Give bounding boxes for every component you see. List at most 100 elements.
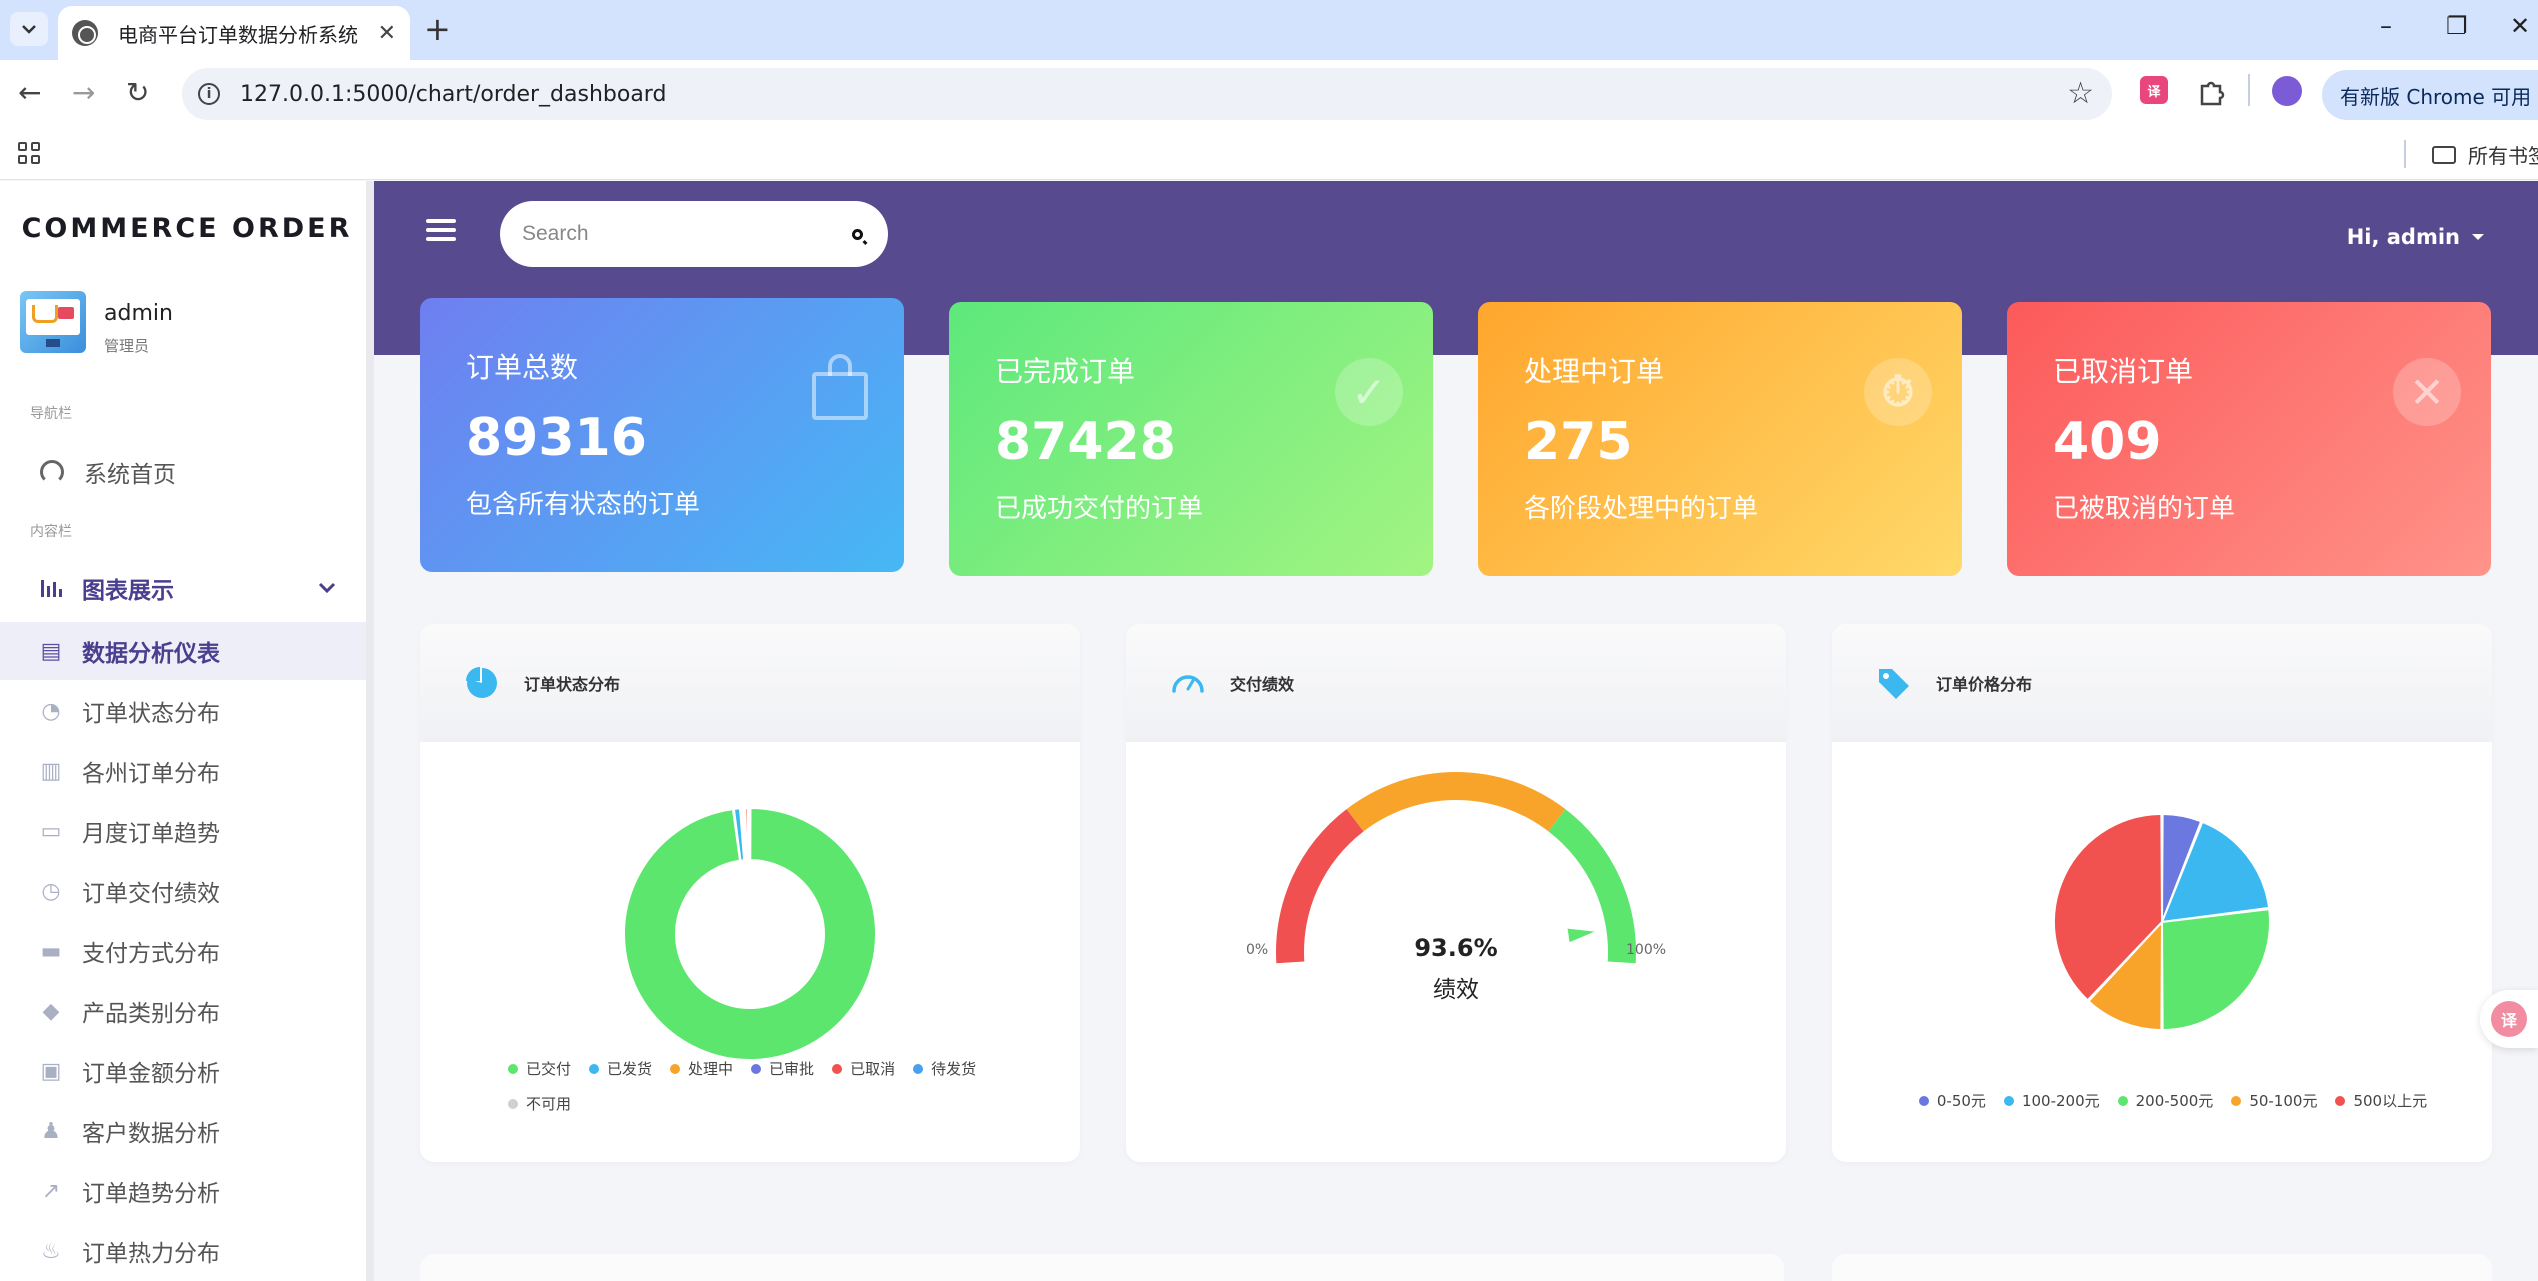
panel-title: 订单状态分布 <box>524 675 621 694</box>
legend-item[interactable]: 0-50元 <box>1918 1090 1986 1111</box>
sidebar-item[interactable]: ▬ 支付方式分布 <box>0 922 366 980</box>
sidebar-item[interactable]: ▣ 订单金额分析 <box>0 1042 366 1100</box>
pie-chart-icon <box>466 667 497 698</box>
apps-grid-icon[interactable] <box>18 142 40 164</box>
legend-item[interactable]: 100-200元 <box>2003 1090 2100 1111</box>
sidebar-group-charts[interactable]: 图表展示 <box>0 557 366 619</box>
pie-slice[interactable] <box>2053 812 2164 1002</box>
restore-icon[interactable]: ❐ <box>2446 12 2468 40</box>
legend-item[interactable]: 50-100元 <box>2231 1090 2317 1111</box>
sidebar-item[interactable]: ◷ 订单交付绩效 <box>0 862 366 920</box>
all-bookmarks-folder[interactable]: 所有书签 <box>2432 140 2538 169</box>
panel-price-distribution: 订单价格分布 0-50元 100-200元 200-500元 50-100元 500以上… <box>1832 624 2492 1162</box>
legend-label: 已审批 <box>769 1060 815 1078</box>
forward-arrow-icon[interactable]: → <box>72 76 96 109</box>
legend-item[interactable]: 200-500元 <box>2117 1090 2214 1111</box>
legend-label: 已取消 <box>850 1060 896 1078</box>
shopping-bag-icon <box>806 354 874 422</box>
user-menu-dropdown[interactable]: Hi, admin <box>2347 225 2484 249</box>
gauge-icon <box>1172 675 1204 693</box>
sidebar-item[interactable]: ▥ 各州订单分布 <box>0 742 366 800</box>
legend-item[interactable]: 处理中 <box>670 1058 733 1079</box>
chrome-update-button[interactable]: 有新版 Chrome 可用 ⋮ <box>2322 70 2538 120</box>
sidebar: COMMERCE ORDER admin 管理员 导航栏 系统首页 内容栏 图表… <box>0 181 374 1281</box>
stat-label: 订单总数 <box>466 351 579 384</box>
sidebar-item-label: 订单热力分布 <box>82 1241 220 1267</box>
stat-label: 已取消订单 <box>2053 355 2194 388</box>
bar-chart-icon <box>41 580 62 597</box>
minimize-icon[interactable]: – <box>2380 12 2392 40</box>
search-button[interactable] <box>826 201 888 267</box>
sidebar-item-home[interactable]: 系统首页 <box>0 443 366 501</box>
bookmarks-folder-label: 所有书签 <box>2468 144 2538 168</box>
stat-label: 处理中订单 <box>1524 355 1665 388</box>
search-input[interactable] <box>500 222 820 246</box>
legend-label: 200-500元 <box>2135 1092 2214 1110</box>
stat-value: 89316 <box>466 408 647 468</box>
address-bar-row: ← → ↻ i 127.0.0.1:5000/chart/order_dashb… <box>0 60 2538 128</box>
check-icon: ✓ <box>1335 358 1403 426</box>
stat-card-completed: 已完成订单 87428 已成功交付的订单 ✓ <box>949 302 1433 576</box>
stat-desc: 包含所有状态的订单 <box>466 490 701 520</box>
pie-slice[interactable] <box>2160 820 2271 924</box>
user-greeting: Hi, admin <box>2346 225 2460 249</box>
sidebar-item[interactable]: ▭ 月度订单趋势 <box>0 802 366 860</box>
brand-logo-text[interactable]: COMMERCE ORDER <box>21 213 353 244</box>
chevron-down-icon <box>22 25 36 34</box>
translate-extension-icon[interactable]: 译 <box>2140 76 2168 104</box>
pie-slice[interactable] <box>2160 907 2271 1032</box>
users-icon: ♟ <box>41 1118 61 1144</box>
tab-search-button[interactable] <box>10 12 48 46</box>
panel-order-status: 订单状态分布 已交付 已发货 处理中 已审批 已取消 待发货不可用 <box>420 624 1080 1162</box>
price-pie-chart[interactable] <box>1832 762 2492 1082</box>
legend-item[interactable]: 已交付 <box>508 1058 571 1079</box>
stat-desc: 各阶段处理中的订单 <box>1524 494 1759 524</box>
sidebar-item[interactable]: ▤ 数据分析仪表 <box>0 622 366 680</box>
sidebar-item[interactable]: ↗ 订单趋势分析 <box>0 1162 366 1220</box>
omnibox[interactable]: i 127.0.0.1:5000/chart/order_dashboard ☆ <box>182 68 2112 120</box>
user-avatar <box>20 291 86 353</box>
dashboard-gauge-icon <box>40 460 64 484</box>
sidebar-item[interactable]: ♟ 客户数据分析 <box>0 1102 366 1160</box>
floating-translate-button[interactable]: 译 <box>2480 990 2538 1048</box>
url-text[interactable]: 127.0.0.1:5000/chart/order_dashboard <box>240 81 667 107</box>
menu-toggle-icon[interactable] <box>426 219 456 241</box>
browser-tab[interactable]: 电商平台订单数据分析系统 ✕ <box>58 6 410 60</box>
legend-item[interactable]: 已取消 <box>832 1058 895 1079</box>
site-info-icon[interactable]: i <box>198 83 220 105</box>
gauge-band <box>1276 809 1364 964</box>
sidebar-scrollbar[interactable] <box>366 181 374 1281</box>
legend-item[interactable]: 不可用 <box>508 1093 571 1114</box>
stat-desc: 已成功交付的订单 <box>995 494 1204 524</box>
pie-slice[interactable] <box>623 806 877 1061</box>
sidebar-item[interactable]: ◆ 产品类别分布 <box>0 982 366 1040</box>
price-legend: 0-50元 100-200元 200-500元 50-100元 500以上元 <box>1912 1090 2452 1125</box>
extensions-puzzle-icon[interactable] <box>2196 76 2226 106</box>
pie-slice[interactable] <box>2161 812 2203 923</box>
id-card-icon: ▣ <box>40 1058 62 1084</box>
legend-label: 500以上元 <box>2353 1092 2428 1110</box>
reload-icon[interactable]: ↻ <box>126 76 150 109</box>
flame-icon: ♨ <box>41 1238 61 1264</box>
delivery-gauge-chart[interactable] <box>1126 762 1786 1022</box>
legend-label: 处理中 <box>688 1060 734 1078</box>
bookmark-star-icon[interactable]: ☆ <box>2067 76 2094 111</box>
legend-item[interactable]: 已审批 <box>751 1058 814 1079</box>
pie-slice[interactable] <box>2087 919 2164 1032</box>
gauge-min-label: 0% <box>1246 942 1269 958</box>
legend-item[interactable]: 待发货 <box>913 1058 976 1079</box>
tab-close-icon[interactable]: ✕ <box>377 20 396 46</box>
window-close-icon[interactable]: ✕ <box>2510 12 2531 40</box>
legend-item[interactable]: 500以上元 <box>2335 1090 2427 1111</box>
legend-item[interactable]: 已发货 <box>589 1058 652 1079</box>
legend-swatch <box>2231 1095 2242 1106</box>
profile-avatar[interactable] <box>2272 76 2302 106</box>
legend-swatch <box>913 1063 924 1074</box>
new-tab-button[interactable]: + <box>424 10 451 48</box>
sidebar-item[interactable]: ◔ 订单状态分布 <box>0 682 366 740</box>
back-arrow-icon[interactable]: ← <box>18 76 42 109</box>
order-status-legend: 已交付 已发货 处理中 已审批 已取消 待发货不可用 <box>508 1058 1028 1128</box>
sidebar-item[interactable]: ♨ 订单热力分布 <box>0 1222 366 1280</box>
order-status-donut-chart[interactable] <box>420 762 1080 1092</box>
sidebar-item-label: 订单金额分析 <box>82 1061 220 1087</box>
